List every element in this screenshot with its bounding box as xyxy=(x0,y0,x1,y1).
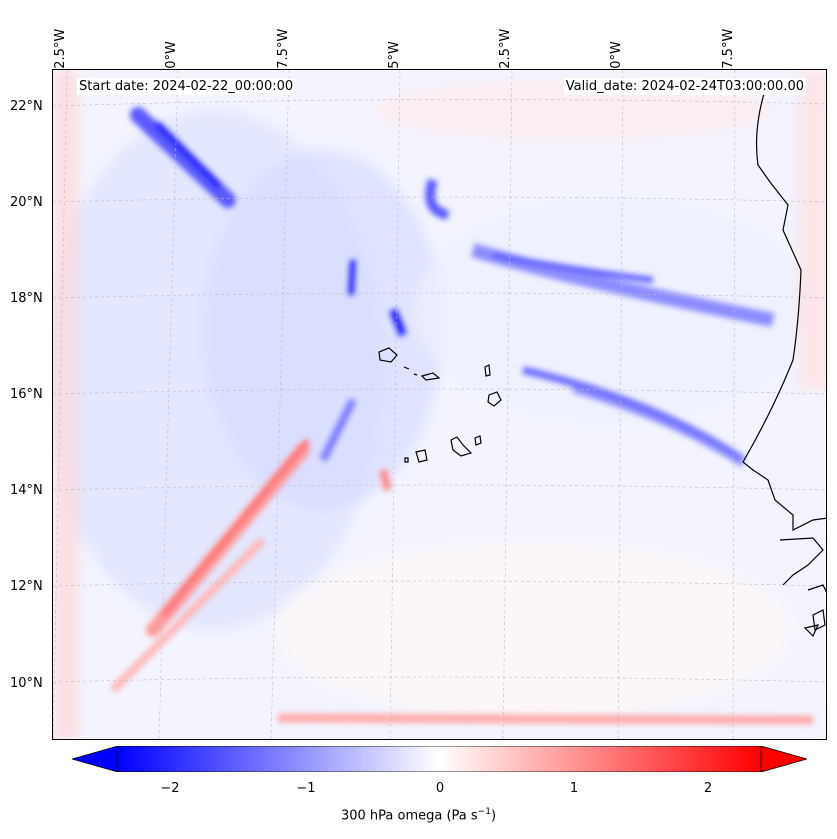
colorbar-max-extend xyxy=(760,746,807,772)
cape-verde-islands xyxy=(378,347,502,463)
colorbar-gradient xyxy=(117,746,762,772)
colorbar-tick-1: 1 xyxy=(569,781,579,796)
start-date-label: Start date: 2024-02-22_00:00:00 xyxy=(77,78,296,95)
colorbar-tick-neg2: −2 xyxy=(160,781,180,796)
lat-label-20n: 20°N xyxy=(10,195,43,210)
lat-label-14n: 14°N xyxy=(10,483,43,498)
colorbar-tick-neg1: −1 xyxy=(296,781,316,796)
omega-field-plot xyxy=(53,70,826,739)
colorbar-min-extend xyxy=(72,746,119,772)
colorbar-label: 300 hPa omega (Pa s−1) xyxy=(0,807,837,823)
colorbar-label-exponent: −1 xyxy=(477,807,491,817)
colorbar-tick-2: 2 xyxy=(703,781,713,796)
graticule xyxy=(53,70,826,739)
lat-label-16n: 16°N xyxy=(10,387,43,402)
lat-label-10n: 10°N xyxy=(10,676,43,691)
valid-date-label: Valid_date: 2024-02-24T03:00:00.00 xyxy=(563,78,806,95)
coastline xyxy=(742,89,826,638)
omega-map[interactable] xyxy=(52,69,827,740)
lat-label-18n: 18°N xyxy=(10,291,43,306)
omega-field-background xyxy=(53,70,826,739)
colorbar-label-end: ) xyxy=(490,808,497,824)
colorbar xyxy=(72,746,807,772)
colorbar-tick-0: 0 xyxy=(435,781,445,796)
lat-label-12n: 12°N xyxy=(10,579,43,594)
lat-label-22n: 22°N xyxy=(10,99,43,114)
colorbar-label-main: 300 hPa omega (Pa s xyxy=(340,808,478,824)
